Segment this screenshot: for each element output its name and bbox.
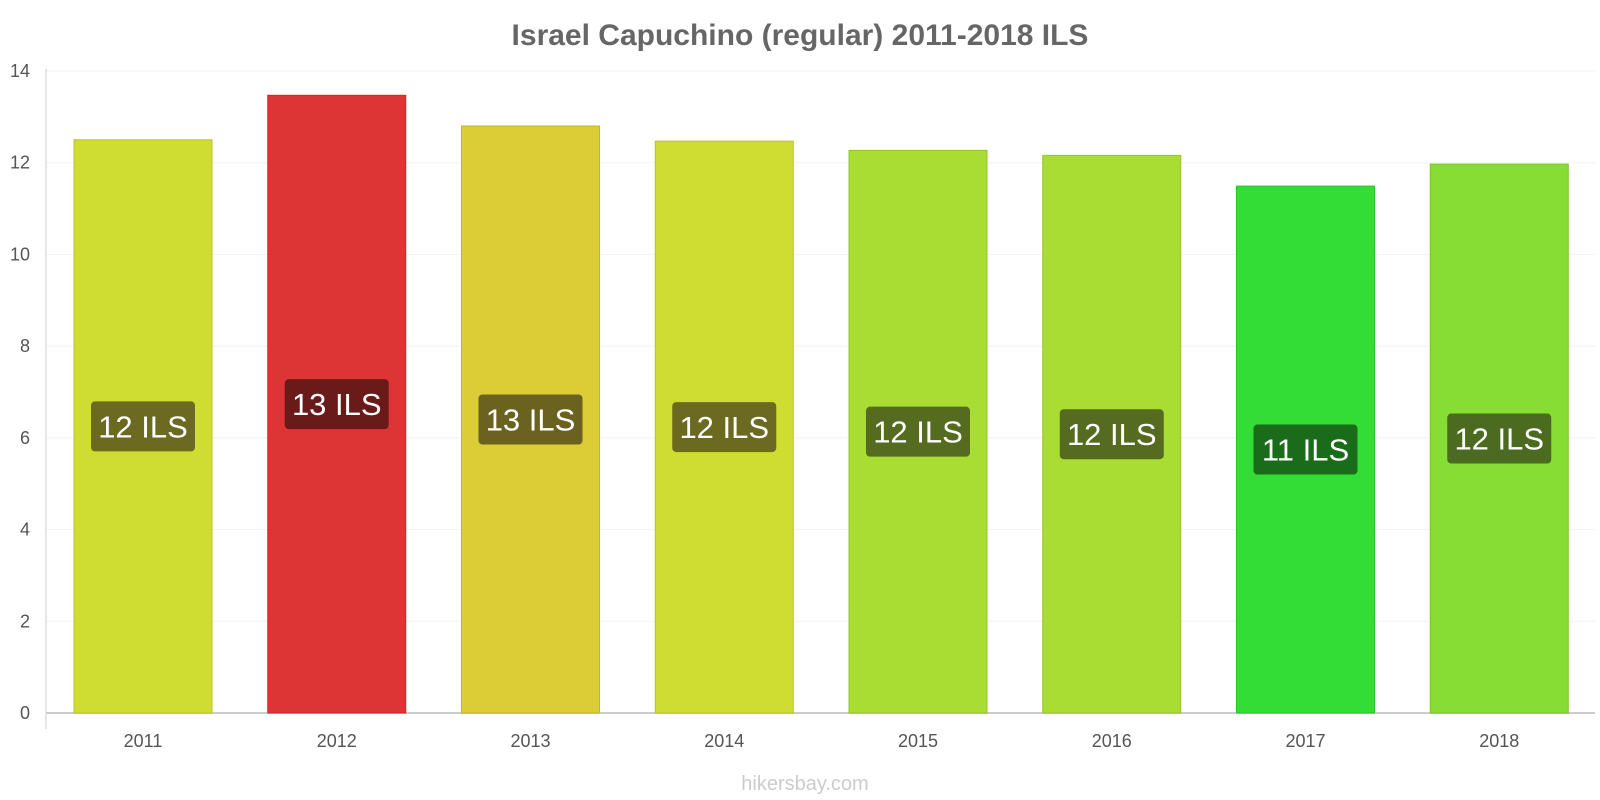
x-tick-label: 2012: [317, 731, 357, 751]
data-label: 12 ILS: [679, 410, 769, 445]
data-label-box: [1253, 424, 1358, 475]
y-tick-label: 2: [20, 611, 30, 631]
data-label: 12 ILS: [873, 415, 963, 450]
x-tick-label: 2014: [704, 731, 744, 751]
data-label-box: [284, 379, 389, 430]
data-label-box: [1059, 409, 1164, 460]
watermark: hikersbay.com: [741, 773, 868, 795]
x-tick-label: 2015: [898, 731, 938, 751]
data-label-box: [866, 406, 970, 457]
y-tick-label: 8: [20, 336, 30, 356]
data-label: 11 ILS: [1262, 433, 1349, 468]
y-tick-label: 6: [20, 428, 30, 448]
x-tick-label: 2018: [1479, 731, 1519, 751]
x-axis: 2011 2012 2013 2014 2015 2016 2017 2018: [46, 712, 1595, 751]
data-label-box: [478, 394, 583, 445]
x-tick-label: 2011: [124, 731, 163, 751]
data-label: 13 ILS: [292, 387, 382, 422]
y-axis: 0 2 4 6 8 10 12 14: [10, 61, 47, 729]
y-tick-label: 4: [20, 520, 30, 540]
data-label: 13 ILS: [486, 403, 576, 438]
y-tick-label: 14: [10, 61, 30, 81]
chart-title: Israel Capuchino (regular) 2011-2018 ILS: [512, 19, 1089, 52]
x-tick-label: 2017: [1285, 731, 1325, 751]
data-labels: 12 ILS 13 ILS 13 ILS 12 ILS 12 ILS 12 ILS 11 I…: [91, 379, 1552, 475]
y-tick-label: 0: [20, 703, 30, 723]
data-label-box: [672, 402, 777, 453]
data-label: 12 ILS: [98, 409, 188, 444]
data-label-box: [91, 401, 195, 452]
y-tick-label: 12: [10, 153, 30, 173]
data-label: 12 ILS: [1067, 417, 1157, 452]
data-label-box: [1447, 413, 1552, 464]
x-tick-label: 2013: [510, 731, 550, 751]
data-label: 12 ILS: [1454, 422, 1544, 457]
x-tick-label: 2016: [1092, 731, 1132, 751]
y-tick-label: 10: [10, 244, 30, 264]
